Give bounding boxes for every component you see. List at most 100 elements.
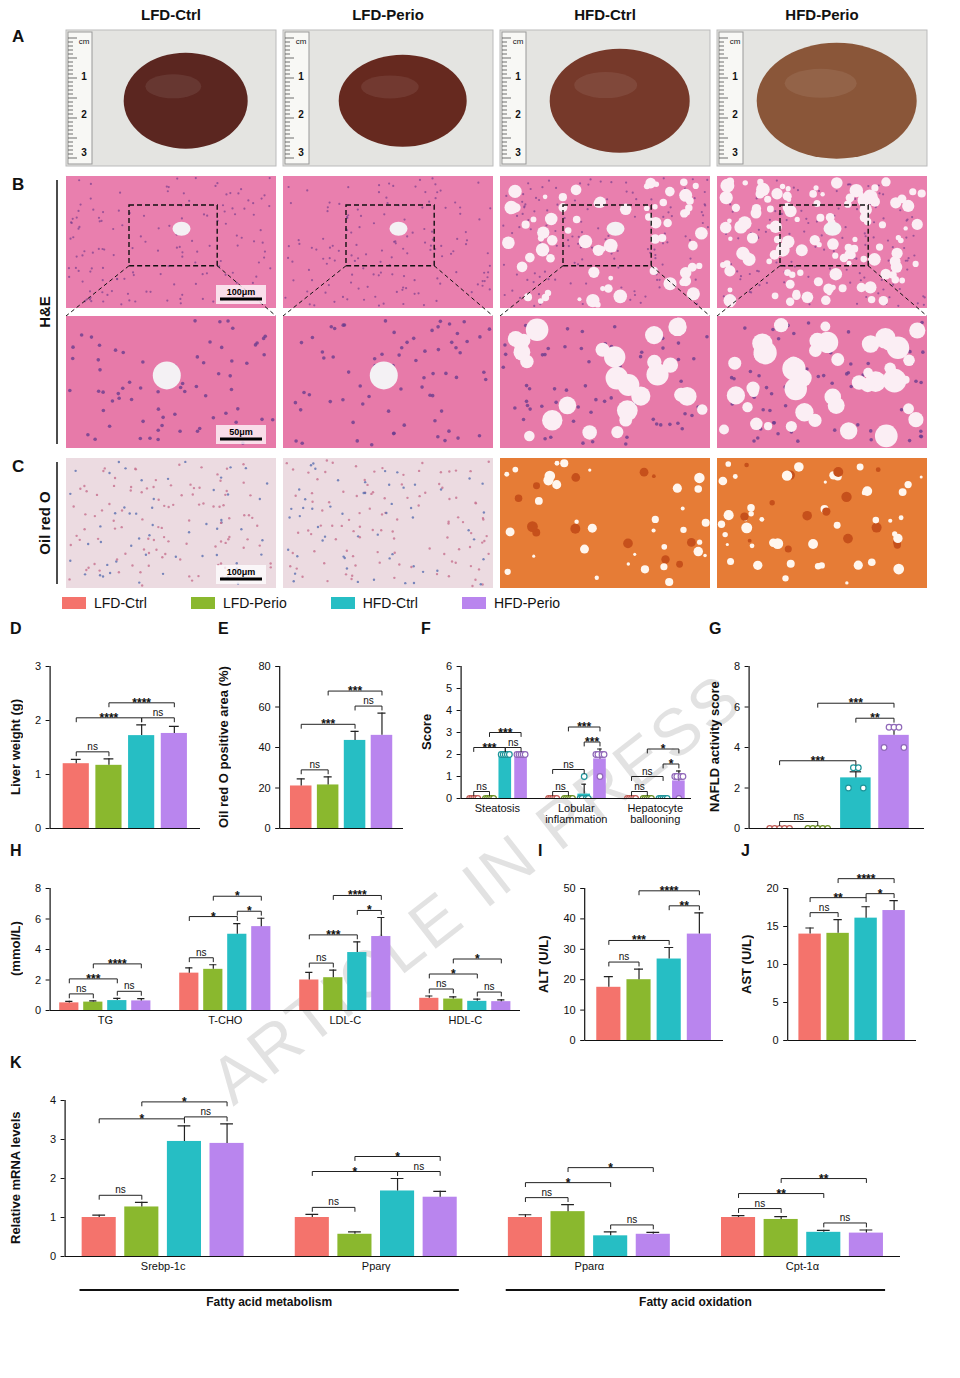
svg-text:****: ****: [348, 888, 367, 902]
svg-text:0: 0: [773, 1034, 779, 1046]
svg-text:*: *: [247, 904, 252, 918]
svg-text:ns: ns: [476, 781, 487, 792]
svg-text:3: 3: [298, 147, 304, 158]
svg-text:A: A: [12, 27, 24, 46]
svg-text:**: **: [870, 711, 880, 725]
svg-text:1: 1: [515, 71, 521, 82]
svg-text:30: 30: [563, 943, 575, 955]
svg-text:6: 6: [734, 701, 740, 713]
svg-text:ns: ns: [76, 983, 87, 994]
svg-text:100μm: 100μm: [227, 567, 256, 577]
svg-text:10: 10: [766, 958, 778, 970]
svg-text:*: *: [182, 1095, 187, 1109]
svg-text:cm: cm: [730, 37, 741, 46]
svg-text:***: ***: [585, 735, 599, 749]
svg-text:ns: ns: [153, 707, 164, 718]
svg-text:6: 6: [35, 913, 41, 925]
svg-text:***: ***: [482, 741, 496, 755]
svg-text:ns: ns: [363, 695, 374, 706]
svg-text:*: *: [367, 903, 372, 917]
svg-text:3: 3: [81, 147, 87, 158]
svg-text:0: 0: [50, 1250, 56, 1262]
svg-text:***: ***: [632, 933, 646, 947]
svg-text:**: **: [833, 891, 843, 905]
svg-text:2: 2: [35, 974, 41, 986]
svg-text:ns: ns: [508, 737, 519, 748]
svg-text:*: *: [451, 967, 456, 981]
svg-text:ns: ns: [309, 759, 320, 770]
svg-text:B: B: [12, 175, 24, 194]
svg-text:ns: ns: [115, 1184, 126, 1195]
svg-text:cm: cm: [513, 37, 524, 46]
svg-text:2: 2: [35, 714, 41, 726]
svg-text:ns: ns: [124, 980, 135, 991]
svg-text:***: ***: [348, 684, 362, 698]
svg-text:1: 1: [81, 71, 87, 82]
svg-text:*: *: [475, 952, 480, 966]
svg-text:*: *: [608, 1161, 613, 1175]
svg-text:Cpt-1α: Cpt-1α: [786, 1260, 820, 1272]
svg-text:50: 50: [563, 882, 575, 894]
svg-text:Pparγ: Pparγ: [362, 1260, 391, 1272]
svg-text:0: 0: [35, 1004, 41, 1016]
svg-text:*: *: [139, 1112, 144, 1126]
svg-text:*: *: [661, 742, 666, 756]
svg-text:ns: ns: [819, 902, 830, 913]
svg-text:ns: ns: [619, 951, 630, 962]
svg-text:ns: ns: [627, 1214, 638, 1225]
svg-text:2: 2: [50, 1172, 56, 1184]
svg-text:3: 3: [515, 147, 521, 158]
svg-text:2: 2: [732, 109, 738, 120]
svg-text:Hepatocyteballooning: Hepatocyteballooning: [627, 802, 683, 825]
svg-text:0: 0: [570, 1034, 576, 1046]
svg-text:Srebp-1c: Srebp-1c: [141, 1260, 186, 1272]
svg-text:8: 8: [35, 882, 41, 894]
svg-text:*: *: [669, 757, 674, 771]
svg-text:50μm: 50μm: [229, 427, 253, 437]
svg-text:3: 3: [446, 726, 452, 738]
svg-text:0: 0: [265, 822, 271, 834]
svg-text:20: 20: [766, 882, 778, 894]
svg-text:10: 10: [563, 1004, 575, 1016]
svg-text:Fatty acid metabolism: Fatty acid metabolism: [206, 1295, 332, 1309]
svg-text:****: ****: [857, 872, 876, 886]
svg-text:2: 2: [515, 109, 521, 120]
svg-text:2: 2: [81, 109, 87, 120]
svg-text:*: *: [566, 1176, 571, 1190]
svg-text:cm: cm: [79, 37, 90, 46]
svg-text:****: ****: [132, 696, 151, 710]
svg-text:ns: ns: [414, 1161, 425, 1172]
svg-text:TG: TG: [98, 1014, 113, 1026]
svg-text:*: *: [235, 889, 240, 903]
svg-text:****: ****: [660, 884, 679, 898]
svg-text:15: 15: [766, 920, 778, 932]
svg-text:1: 1: [298, 71, 304, 82]
svg-text:cm: cm: [296, 37, 307, 46]
svg-text:1: 1: [35, 768, 41, 780]
svg-text:*: *: [353, 1165, 358, 1179]
svg-text:**: **: [819, 1172, 829, 1186]
svg-text:ns: ns: [642, 766, 653, 777]
svg-text:0: 0: [734, 822, 740, 834]
svg-text:20: 20: [563, 973, 575, 985]
svg-text:3: 3: [50, 1133, 56, 1145]
svg-text:ns: ns: [484, 981, 495, 992]
svg-text:Pparα: Pparα: [575, 1260, 605, 1272]
svg-text:5: 5: [446, 682, 452, 694]
svg-text:6: 6: [446, 660, 452, 672]
svg-text:ns: ns: [840, 1212, 851, 1223]
svg-text:ns: ns: [563, 759, 574, 770]
svg-text:ns: ns: [328, 1196, 339, 1207]
svg-text:2: 2: [298, 109, 304, 120]
svg-text:ns: ns: [541, 1187, 552, 1198]
svg-text:ns: ns: [200, 1106, 211, 1117]
svg-text:Lobularinflammation: Lobularinflammation: [545, 802, 607, 825]
svg-text:1: 1: [446, 770, 452, 782]
svg-text:LDL-C: LDL-C: [329, 1014, 361, 1026]
svg-text:Oil red O: Oil red O: [36, 491, 53, 555]
svg-text:4: 4: [35, 943, 41, 955]
svg-text:3: 3: [35, 660, 41, 672]
svg-text:ns: ns: [793, 811, 804, 822]
svg-text:**: **: [680, 899, 690, 913]
svg-text:T-CHO: T-CHO: [208, 1014, 243, 1026]
